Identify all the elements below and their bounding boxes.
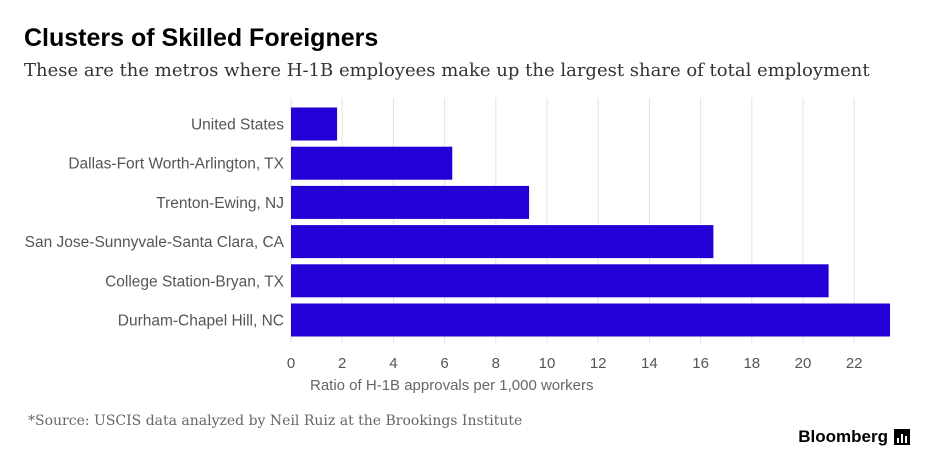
category-label: Dallas-Fort Worth-Arlington, TX — [68, 156, 284, 173]
x-tick-label: 14 — [641, 355, 658, 372]
x-tick-label: 16 — [692, 355, 709, 372]
x-tick-label: 8 — [492, 355, 500, 372]
x-tick-label: 0 — [287, 355, 295, 372]
category-label: College Station-Bryan, TX — [105, 273, 285, 290]
source-note: *Source: USCIS data analyzed by Neil Rui… — [28, 413, 523, 429]
bloomberg-logo: Bloomberg — [798, 427, 910, 447]
category-label: Trenton-Ewing, NJ — [156, 195, 284, 212]
chart-subtitle: These are the metros where H-1B employee… — [24, 60, 870, 81]
brand-name: Bloomberg — [798, 427, 888, 446]
bloomberg-chart-icon — [894, 429, 910, 445]
x-tick-labels: 0 2 4 6 8 10 12 14 16 18 20 22 — [287, 355, 863, 372]
category-labels: United States Dallas-Fort Worth-Arlington… — [25, 117, 285, 330]
x-axis-title: Ratio of H-1B approvals per 1,000 worker… — [310, 377, 593, 394]
x-tick-label: 4 — [389, 355, 397, 372]
x-tick-label: 18 — [743, 355, 760, 372]
bars — [291, 107, 891, 337]
x-tick-label: 20 — [795, 355, 812, 372]
bar — [291, 146, 453, 180]
bar — [291, 107, 338, 141]
bar — [291, 185, 530, 219]
bar — [291, 264, 829, 298]
x-tick-label: 2 — [338, 355, 346, 372]
x-tick-label: 22 — [846, 355, 863, 372]
bar — [291, 225, 714, 259]
chart-title: Clusters of Skilled Foreigners — [24, 24, 379, 52]
x-tick-label: 12 — [590, 355, 607, 372]
x-tick-label: 6 — [440, 355, 448, 372]
category-label: United States — [191, 117, 284, 134]
x-tick-label: 10 — [539, 355, 556, 372]
category-label: San Jose-Sunnyvale-Santa Clara, CA — [25, 234, 285, 251]
gridlines — [290, 98, 855, 343]
category-label: Durham-Chapel Hill, NC — [118, 313, 284, 330]
bar — [291, 303, 891, 337]
